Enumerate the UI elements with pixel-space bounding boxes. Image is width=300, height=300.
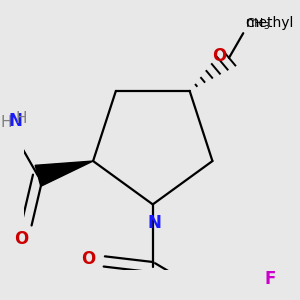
Text: O: O	[14, 230, 28, 248]
Text: methyl: methyl	[246, 16, 295, 30]
Text: O: O	[212, 47, 226, 65]
Text: H: H	[15, 111, 27, 126]
Text: N: N	[147, 214, 161, 232]
Text: O: O	[82, 250, 96, 268]
Polygon shape	[35, 161, 93, 186]
Text: H: H	[1, 115, 12, 130]
Text: F: F	[264, 270, 275, 288]
Text: N: N	[8, 112, 22, 130]
Text: CH$_3$: CH$_3$	[245, 17, 270, 32]
